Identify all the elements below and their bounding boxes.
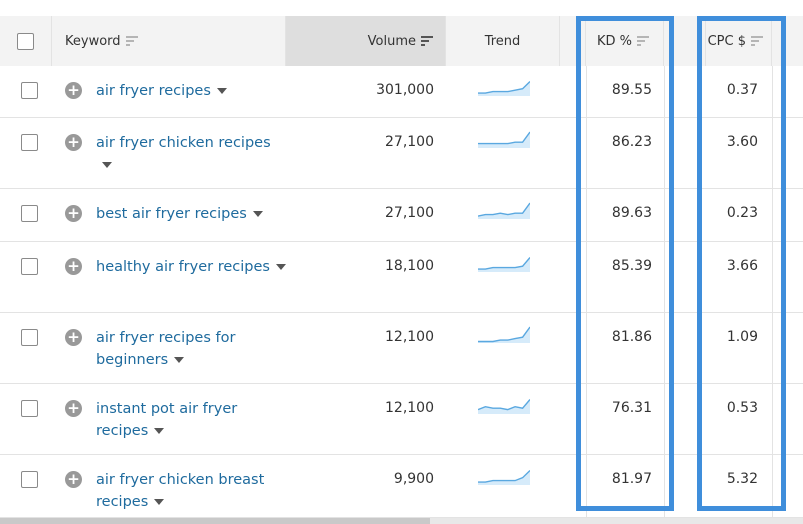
kd-cell: 81.86: [611, 329, 652, 345]
table-row: + instant pot air fryer recipes 12,100 76.3…: [0, 384, 803, 455]
row-checkbox[interactable]: [21, 82, 38, 99]
header-select-all-cell: [0, 16, 52, 66]
table-header: Keyword Volume Trend KD % CPC $: [0, 16, 803, 66]
keyword-cell: best air fryer recipes: [96, 203, 286, 225]
row-checkbox[interactable]: [21, 205, 38, 222]
kd-cell: 89.55: [611, 82, 652, 98]
cpc-cell: 0.23: [726, 205, 758, 221]
keyword-cell: air fryer chicken breast recipes: [96, 469, 286, 513]
select-all-checkbox[interactable]: [17, 32, 34, 50]
keyword-link[interactable]: healthy air fryer recipes: [96, 259, 270, 275]
add-keyword-icon[interactable]: +: [65, 82, 82, 99]
kd-cell: 81.97: [611, 471, 652, 487]
row-checkbox[interactable]: [21, 329, 38, 346]
cpc-cell: 3.60: [726, 134, 758, 150]
keyword-cell: instant pot air fryer recipes: [96, 398, 286, 442]
keyword-cell: air fryer recipes: [96, 80, 286, 102]
chevron-down-icon[interactable]: [154, 428, 165, 434]
keyword-cell: air fryer chicken recipes: [96, 132, 286, 176]
add-keyword-icon[interactable]: +: [65, 258, 82, 275]
add-keyword-icon[interactable]: +: [65, 134, 82, 151]
kd-cell: 86.23: [611, 134, 652, 150]
trend-sparkline: [478, 254, 531, 276]
kd-header-label: KD %: [596, 33, 632, 49]
add-keyword-icon[interactable]: +: [65, 471, 82, 488]
cpc-column-highlight: [697, 16, 786, 511]
chevron-down-icon[interactable]: [252, 211, 263, 217]
volume-cell: 12,100: [385, 400, 434, 416]
volume-header-label: Volume: [367, 33, 416, 49]
cpc-cell: 5.32: [726, 471, 758, 487]
cpc-header-label: CPC $: [707, 33, 746, 49]
trend-sparkline: [478, 78, 531, 100]
chevron-down-icon[interactable]: [216, 88, 227, 94]
header-spacer: [560, 16, 586, 66]
cpc-cell: 1.09: [726, 329, 758, 345]
table-row: + healthy air fryer recipes 18,100 85.39 3.6…: [0, 242, 803, 313]
keyword-cell: healthy air fryer recipes: [96, 256, 286, 278]
kd-column-header[interactable]: KD %: [586, 16, 664, 66]
chevron-down-icon[interactable]: [102, 162, 112, 168]
trend-header-label: Trend: [484, 33, 521, 49]
row-checkbox[interactable]: [21, 134, 38, 151]
column-divider: [586, 66, 587, 524]
trend-column-header: Trend: [446, 16, 560, 66]
cpc-cell: 0.53: [726, 400, 758, 416]
keyword-link[interactable]: air fryer chicken recipes: [96, 135, 271, 151]
volume-column-header[interactable]: Volume: [286, 16, 446, 66]
volume-cell: 18,100: [385, 258, 434, 274]
kd-column-highlight: [576, 16, 674, 511]
table-row: + air fryer chicken breast recipes 9,900 81…: [0, 455, 803, 518]
column-divider: [664, 66, 665, 524]
volume-cell: 27,100: [385, 205, 434, 221]
kd-cell: 89.63: [611, 205, 652, 221]
volume-cell: 301,000: [376, 82, 434, 98]
keyword-link[interactable]: air fryer chicken breast recipes: [96, 472, 265, 510]
keyword-column-header[interactable]: Keyword: [52, 16, 286, 66]
cpc-cell: 0.37: [726, 82, 758, 98]
row-checkbox[interactable]: [21, 258, 38, 275]
chevron-down-icon[interactable]: [154, 499, 165, 505]
keyword-link[interactable]: air fryer recipes: [96, 83, 211, 99]
cpc-column-header[interactable]: CPC $: [706, 16, 772, 66]
table-row: + best air fryer recipes 27,100 89.63 0.23: [0, 189, 803, 242]
add-keyword-icon[interactable]: +: [65, 205, 82, 222]
column-divider: [772, 66, 773, 524]
row-checkbox[interactable]: [21, 471, 38, 488]
keyword-link[interactable]: air fryer recipes for beginners: [96, 330, 236, 368]
volume-cell: 9,900: [393, 471, 434, 487]
chevron-down-icon[interactable]: [275, 264, 286, 270]
sort-icon[interactable]: [751, 36, 763, 46]
cpc-cell: 3.66: [726, 258, 758, 274]
trend-sparkline: [477, 396, 531, 418]
chevron-down-icon[interactable]: [174, 357, 185, 363]
add-keyword-icon[interactable]: +: [65, 329, 82, 346]
keyword-link[interactable]: instant pot air fryer recipes: [96, 401, 238, 439]
volume-cell: 12,100: [385, 329, 434, 345]
kd-cell: 85.39: [611, 258, 652, 274]
trend-sparkline: [478, 325, 531, 347]
sort-icon[interactable]: [125, 36, 138, 46]
volume-cell: 27,100: [385, 134, 434, 150]
trend-sparkline: [478, 467, 531, 489]
keyword-link[interactable]: best air fryer recipes: [96, 206, 247, 222]
table-row: + air fryer recipes for beginners 12,100 81…: [0, 313, 803, 384]
keyword-header-label: Keyword: [65, 33, 121, 49]
table-row: + air fryer recipes 301,000 89.55 0.37: [0, 66, 803, 118]
keyword-cell: air fryer recipes for beginners: [96, 327, 286, 371]
row-checkbox[interactable]: [21, 400, 38, 417]
kd-cell: 76.31: [611, 400, 652, 416]
sort-icon[interactable]: [637, 36, 649, 46]
table-row: + air fryer chicken recipes 27,100 86.23 3.6…: [0, 118, 803, 189]
trend-sparkline: [477, 201, 531, 223]
scrollbar-thumb[interactable]: [0, 518, 430, 524]
sort-icon[interactable]: [421, 36, 433, 46]
add-keyword-icon[interactable]: +: [65, 400, 82, 417]
header-spacer: [772, 16, 803, 66]
trend-sparkline: [478, 130, 531, 152]
